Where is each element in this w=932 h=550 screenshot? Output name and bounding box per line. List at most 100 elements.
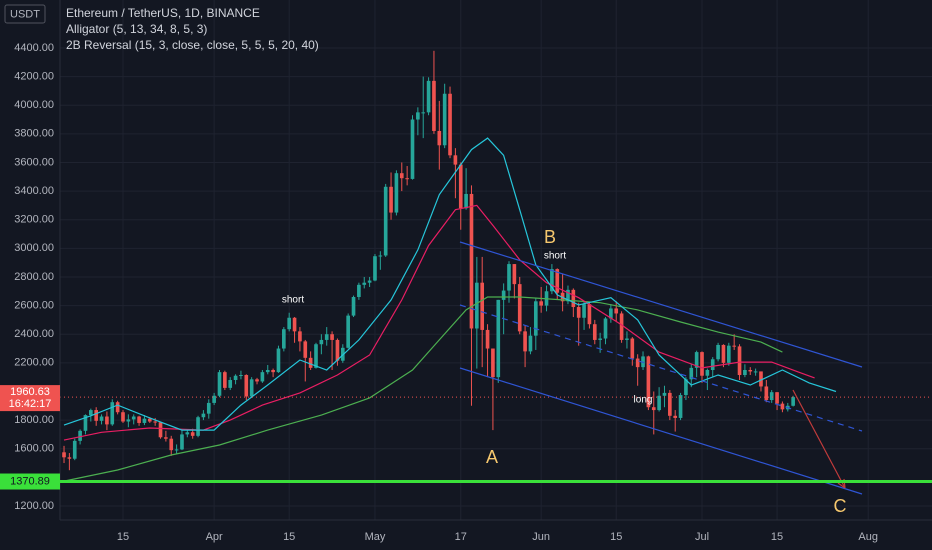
candle-body [469, 193, 474, 329]
y-tick-label: 4400.00 [14, 42, 54, 54]
candle-body [528, 335, 533, 352]
candle-body [147, 418, 152, 422]
horizontal-level-box [0, 473, 60, 490]
candle-body [89, 410, 93, 416]
y-tick-label: 3600.00 [14, 156, 54, 168]
candle-body [212, 395, 216, 403]
annotation: short [544, 251, 566, 262]
candle-body [271, 369, 275, 373]
candle-body [614, 308, 619, 314]
candle-body [287, 317, 292, 330]
candle-body [319, 339, 324, 345]
grid [60, 0, 932, 520]
x-tick-label: May [365, 531, 386, 543]
candle-body [523, 331, 527, 352]
horizontal-level-label: 1370.89 [10, 475, 50, 487]
y-tick-label: 2200.00 [14, 357, 54, 369]
candle-body [357, 284, 361, 297]
candle-body [378, 255, 383, 257]
symbol-badge: USDT [10, 8, 40, 20]
candle-body [625, 338, 629, 340]
candle-body [453, 155, 458, 165]
x-tick-label: Aug [858, 531, 878, 543]
candle-body [185, 432, 190, 435]
indicator-line [63, 296, 783, 482]
candle-body [501, 290, 506, 300]
candle-body [464, 193, 468, 209]
candle-body [732, 345, 736, 347]
candle-body [491, 348, 495, 378]
candle-body [105, 416, 109, 425]
candle-body [571, 289, 576, 308]
candle-body [99, 416, 104, 421]
candle-body [721, 344, 726, 363]
y-tick-label: 3400.00 [14, 185, 54, 197]
candle-body [448, 93, 452, 156]
candle-body [239, 375, 243, 377]
candle-body [432, 80, 436, 131]
candle-body [764, 386, 769, 401]
candle-body [233, 375, 238, 381]
x-tick-label: Jul [695, 531, 709, 543]
candle-body [769, 392, 774, 401]
candle-body [330, 334, 334, 340]
candle-body [603, 318, 608, 339]
candle-body [249, 379, 254, 397]
candle-body [678, 395, 683, 418]
candle-body [217, 372, 222, 396]
y-tick-label: 3000.00 [14, 242, 54, 254]
candle-body [169, 438, 174, 451]
candle-body [324, 334, 329, 340]
candle-body [383, 186, 388, 256]
candle-body [576, 307, 581, 318]
candle-body [662, 392, 667, 396]
candle-body [351, 296, 356, 316]
countdown-label: 16:42:17 [9, 398, 52, 410]
candle-body [190, 432, 195, 436]
channel-upper [459, 241, 863, 368]
candle-body [335, 339, 340, 361]
x-tick-label: 15 [117, 531, 129, 543]
candle-body [206, 402, 211, 414]
candle-body [410, 119, 415, 179]
candle-body [94, 410, 99, 421]
y-tick-label: 2800.00 [14, 271, 54, 283]
plot [60, 50, 932, 482]
drawings [459, 241, 863, 495]
indicator-line [63, 204, 815, 441]
x-tick-label: 15 [771, 531, 783, 543]
y-tick-label: 3200.00 [14, 214, 54, 226]
candle-body [437, 130, 442, 146]
channel-middle [459, 304, 863, 432]
candle-body [255, 379, 259, 382]
candle-body [362, 282, 367, 285]
candle-body [153, 421, 157, 423]
candle-body [201, 413, 206, 418]
candle-body [131, 416, 136, 420]
candle-body [743, 369, 747, 376]
candle-body [83, 415, 88, 431]
candle-body [775, 392, 779, 404]
candle-body [399, 173, 404, 179]
annotation: short [282, 295, 304, 306]
candle-body [78, 430, 82, 441]
annotation: long [634, 395, 653, 406]
candle-body [292, 317, 297, 332]
candle-body [759, 371, 763, 387]
candle-body [646, 356, 651, 408]
candle-body [62, 452, 66, 458]
candle-body [303, 341, 308, 358]
candle-body [346, 315, 350, 348]
candle-body [694, 352, 699, 368]
x-tick-label: 17 [455, 531, 467, 543]
time-axis [60, 520, 932, 550]
candle-body [137, 416, 141, 423]
wave-label: C [834, 496, 847, 516]
indicator-label: Alligator (5, 13, 34, 8, 5, 3) [66, 22, 207, 36]
candle-body [298, 331, 302, 342]
candle-body [458, 164, 463, 209]
indicator-label: 2B Reversal (15, 3, close, close, 5, 5, … [66, 38, 319, 52]
y-tick-label: 2400.00 [14, 328, 54, 340]
candle-body [115, 402, 120, 413]
